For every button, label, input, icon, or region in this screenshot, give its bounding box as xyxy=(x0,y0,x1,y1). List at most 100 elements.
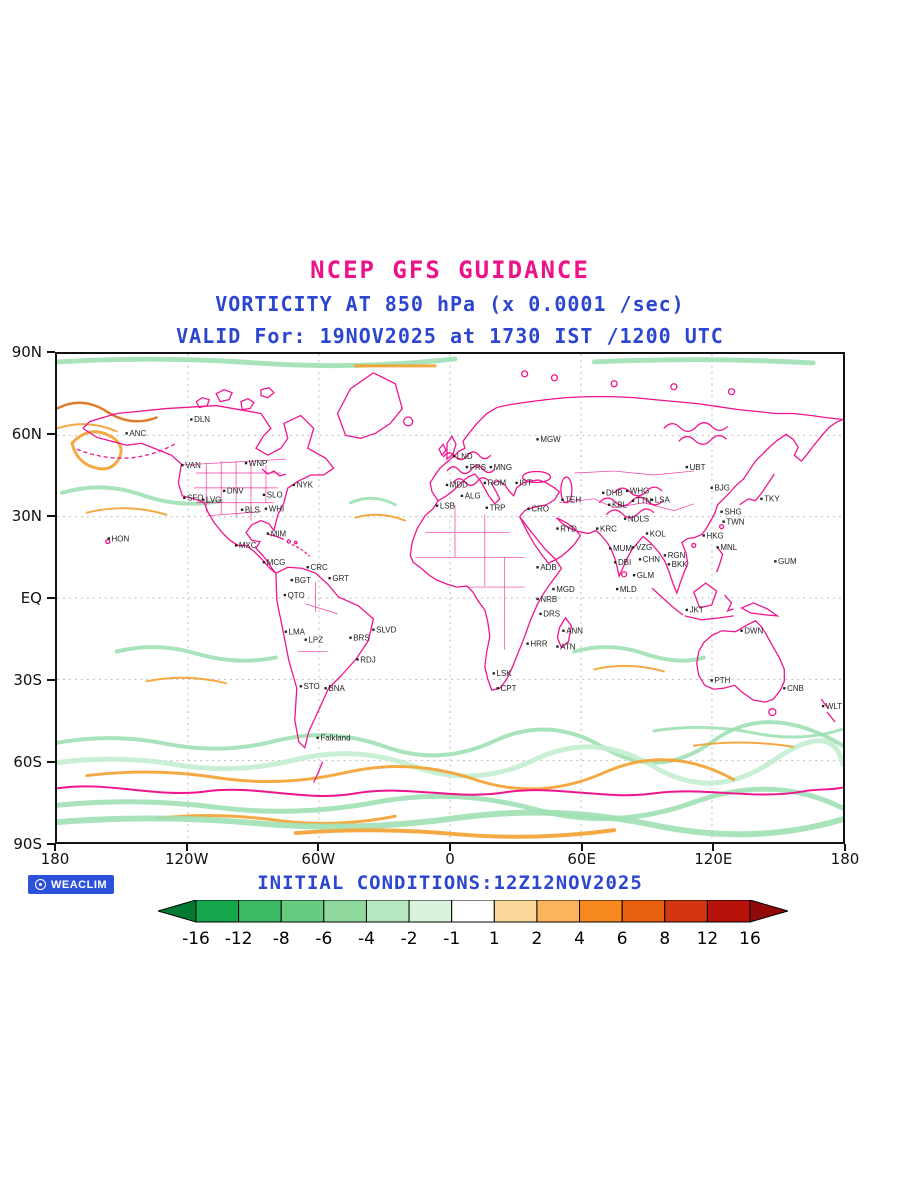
colorbar-segment xyxy=(280,900,325,923)
station-label: GRT xyxy=(332,574,349,583)
station-label: WHG xyxy=(630,487,649,496)
colorbar-segment xyxy=(365,900,410,923)
station-marker xyxy=(710,679,713,682)
station-label: KBL xyxy=(612,501,628,510)
station-marker xyxy=(650,498,654,501)
station-label: LSB xyxy=(440,502,455,511)
station-marker xyxy=(562,629,565,632)
station-label: ROM xyxy=(488,479,507,488)
coast-great-lakes xyxy=(261,468,287,477)
station-label: LMA xyxy=(289,628,306,637)
y-tick-label: 60N xyxy=(11,425,42,443)
station-label: WLT xyxy=(826,702,842,711)
station-label: ATN xyxy=(560,642,576,651)
coast-taiwan xyxy=(718,523,725,530)
y-tick-marks xyxy=(46,351,55,845)
station-marker xyxy=(710,486,713,490)
station-marker xyxy=(556,527,559,530)
station-label: CPT xyxy=(501,684,517,693)
weaclim-logo-text: WEACLIM xyxy=(51,878,108,891)
station-marker xyxy=(685,465,688,469)
station-marker xyxy=(536,566,539,569)
station-marker xyxy=(489,465,492,469)
y-tick-label: EQ xyxy=(20,589,42,607)
grid-layer xyxy=(57,354,843,842)
station-label: WHI xyxy=(269,505,284,514)
station-label: STO xyxy=(304,682,320,691)
station-label: ADB xyxy=(540,563,556,572)
coast-africa xyxy=(409,500,563,692)
station-marker xyxy=(107,537,110,540)
y-tick-mark xyxy=(47,761,55,763)
station-marker xyxy=(536,597,539,601)
x-tick-mark xyxy=(580,844,583,851)
station-label: QTO xyxy=(288,591,305,600)
vorticity-scribble xyxy=(663,422,729,433)
station-label: TWN xyxy=(726,517,744,526)
station-marker xyxy=(596,527,599,530)
y-tick-mark xyxy=(47,679,55,681)
station-marker xyxy=(483,481,487,485)
coast-uk xyxy=(446,435,457,461)
x-tick-mark xyxy=(844,844,846,851)
station-label: DBI xyxy=(618,558,631,567)
colorbar-tick-label: -6 xyxy=(315,929,332,949)
colorbar-segment xyxy=(621,900,666,923)
station-marker xyxy=(526,642,529,645)
station-marker xyxy=(306,566,309,569)
station-marker xyxy=(485,506,489,509)
station-label: PRS xyxy=(470,463,486,472)
station-label: NRB xyxy=(540,595,557,604)
x-tick-marks xyxy=(54,844,846,852)
station-label: HRR xyxy=(530,639,547,648)
colorbar-tick-label: 8 xyxy=(659,929,670,949)
station-marker xyxy=(561,498,564,501)
y-tick-label: 90N xyxy=(11,343,42,361)
colorbar-tick-label: -8 xyxy=(273,929,290,949)
coast-philippines xyxy=(716,546,724,573)
station-marker xyxy=(299,685,302,688)
coast-svalbard xyxy=(520,370,529,378)
vorticity-scribble xyxy=(678,434,728,445)
station-label: BNA xyxy=(328,684,345,693)
station-marker xyxy=(602,491,605,495)
chart-subtitle: VORTICITY AT 850 hPa (x 0.0001 /sec) xyxy=(215,292,685,316)
border-lines-layer xyxy=(181,458,694,652)
station-marker xyxy=(266,532,270,535)
station-marker xyxy=(685,608,688,612)
station-label: MCG xyxy=(267,558,286,567)
coast-java xyxy=(684,615,734,621)
station-marker xyxy=(324,687,327,690)
y-tick-mark xyxy=(47,433,55,435)
station-marker xyxy=(608,547,612,550)
station-label: BKK xyxy=(672,560,689,569)
colorbar-segment xyxy=(451,900,495,923)
coast-sri-lanka xyxy=(620,571,628,578)
station-marker xyxy=(264,507,268,510)
station-label: Falkland xyxy=(320,734,350,743)
station-marker xyxy=(740,629,743,632)
colorbar-segment xyxy=(323,900,367,923)
station-labels-layer: ANC DLN VAN WNP DNV NYK SFO LVG SLO BLS WHI MIM HON M… xyxy=(107,415,842,743)
station-label: IST xyxy=(519,479,532,488)
coast-severnaya xyxy=(610,380,618,388)
valid-time-line: VALID For: 19NOV2025 at 1730 IST /1200 U… xyxy=(176,324,724,348)
coast-franz-josef xyxy=(550,374,559,382)
x-tick-mark xyxy=(54,844,56,851)
coast-antilles xyxy=(291,543,311,557)
station-marker xyxy=(222,489,226,493)
station-label: CRC xyxy=(311,563,328,572)
station-label: NDLS xyxy=(628,514,649,523)
weaclim-badge: WEACLIM xyxy=(28,875,115,894)
y-axis-labels: 90N 60N 30N EQ 30S 60S 90S xyxy=(0,343,44,853)
station-label: MGD xyxy=(556,585,575,594)
colorbar-tick-label: 4 xyxy=(574,929,585,949)
station-label: LVG xyxy=(206,496,221,505)
station-marker xyxy=(663,554,667,557)
x-tick-label: 180 xyxy=(40,850,70,868)
station-label: GUM xyxy=(778,557,797,566)
station-label: PTH xyxy=(714,676,730,685)
station-label: VZG xyxy=(636,543,652,552)
station-marker xyxy=(613,561,617,564)
vorticity-scribble xyxy=(605,508,655,519)
